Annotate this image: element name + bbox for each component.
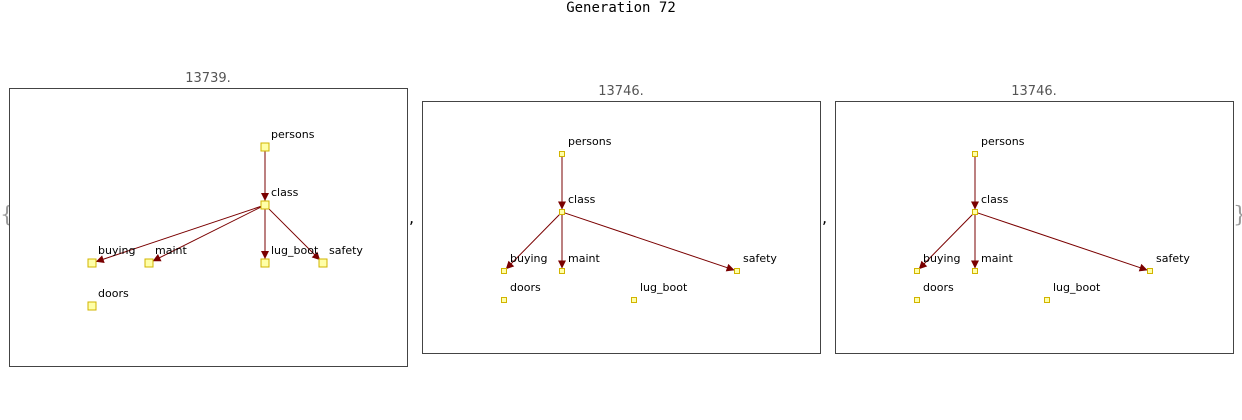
node-buying [87,258,97,268]
node-label-safety: safety [1156,252,1190,265]
separator-comma-2: , [822,208,828,227]
node-lug_boot [260,258,270,268]
graph-score-1: 13739. [185,71,231,86]
edge-class-to-safety [977,212,1148,272]
node-label-safety: safety [329,244,363,257]
node-label-class: class [981,193,1009,206]
node-label-lug_boot: lug_boot [271,244,319,257]
node-label-maint: maint [155,244,187,257]
node-persons [972,151,978,157]
node-label-persons: persons [271,128,315,141]
graph-score-2: 13746. [598,84,644,99]
network-graph-2: persons class buying maint safety doors lug_bo… [501,135,777,303]
node-maint [559,268,565,274]
node-label-doors: doors [98,287,129,300]
node-label-class: class [271,186,299,199]
node-doors [914,297,920,303]
node-buying [501,268,507,274]
node-label-maint: maint [981,252,1013,265]
node-label-persons: persons [981,135,1025,148]
network-graph-1: persons class buying maint lug_boot safety doo… [87,128,363,311]
node-label-buying: buying [98,244,135,257]
edge-class-to-buying [505,213,561,270]
node-persons [260,142,270,152]
node-maint [144,258,154,268]
node-label-buying: buying [510,252,547,265]
edge-class-to-safety [267,207,321,261]
generation-title: Generation 72 [566,0,676,16]
node-safety [734,268,740,274]
node-label-lug_boot: lug_boot [640,281,688,294]
graph-panel-2: persons class buying maint safety doors lug_bo… [422,101,821,354]
node-label-doors: doors [923,281,954,294]
node-label-maint: maint [568,252,600,265]
edge-class-to-maint [152,206,262,262]
node-doors [87,301,97,311]
node-persons [559,151,565,157]
node-label-buying: buying [923,252,960,265]
graph-panel-3: persons class buying maint safety doors lug_bo… [835,101,1234,354]
node-class [260,200,270,210]
node-maint [972,268,978,274]
node-label-doors: doors [510,281,541,294]
node-label-persons: persons [568,135,612,148]
edge-class-to-safety [564,212,735,272]
node-label-lug_boot: lug_boot [1053,281,1101,294]
node-label-class: class [568,193,596,206]
node-lug_boot [1044,297,1050,303]
edge-class-to-buying [918,213,974,270]
graph-score-3: 13746. [1011,84,1057,99]
node-safety [1147,268,1153,274]
network-graph-3: persons class buying maint safety doors lug_bo… [914,135,1190,303]
edge-class-to-buying [95,205,262,263]
node-class [972,209,978,215]
graph-panel-1: persons class buying maint lug_boot safety doo… [9,88,408,367]
node-label-safety: safety [743,252,777,265]
node-buying [914,268,920,274]
node-safety [318,258,328,268]
node-doors [501,297,507,303]
separator-comma-1: , [409,208,415,227]
close-brace: } [1233,203,1242,228]
node-lug_boot [631,297,637,303]
node-class [559,209,565,215]
